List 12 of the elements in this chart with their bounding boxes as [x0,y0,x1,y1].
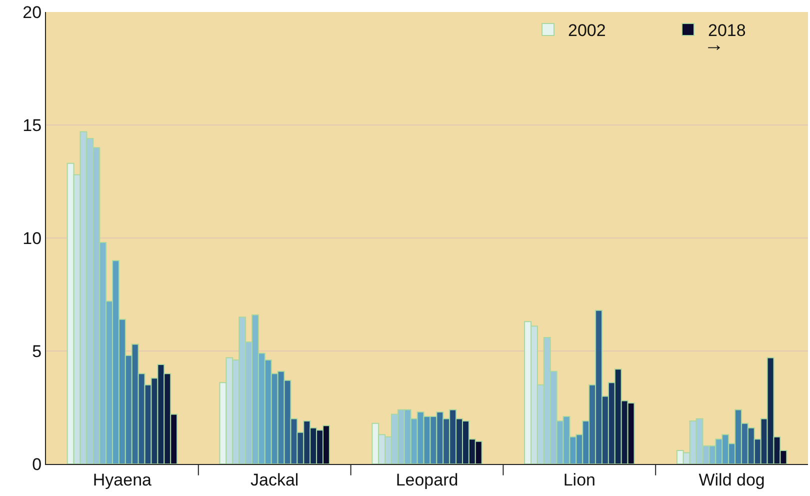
x-tick-label: Leopard [396,470,458,490]
legend-label: 2018 [708,21,746,40]
y-tick-label: 15 [22,116,42,135]
x-tick-label: Jackal [250,470,299,490]
y-tick-label: 20 [22,2,42,22]
y-tick-label: 10 [22,228,42,248]
x-tick-label: Lion [563,470,596,490]
y-tick-label: 0 [32,454,42,474]
x-tick-label: Wild dog [698,470,765,490]
y-tick-label: 5 [32,342,42,361]
x-tick-label: Hyaena [92,470,152,490]
legend-label: 2002 [568,21,606,40]
